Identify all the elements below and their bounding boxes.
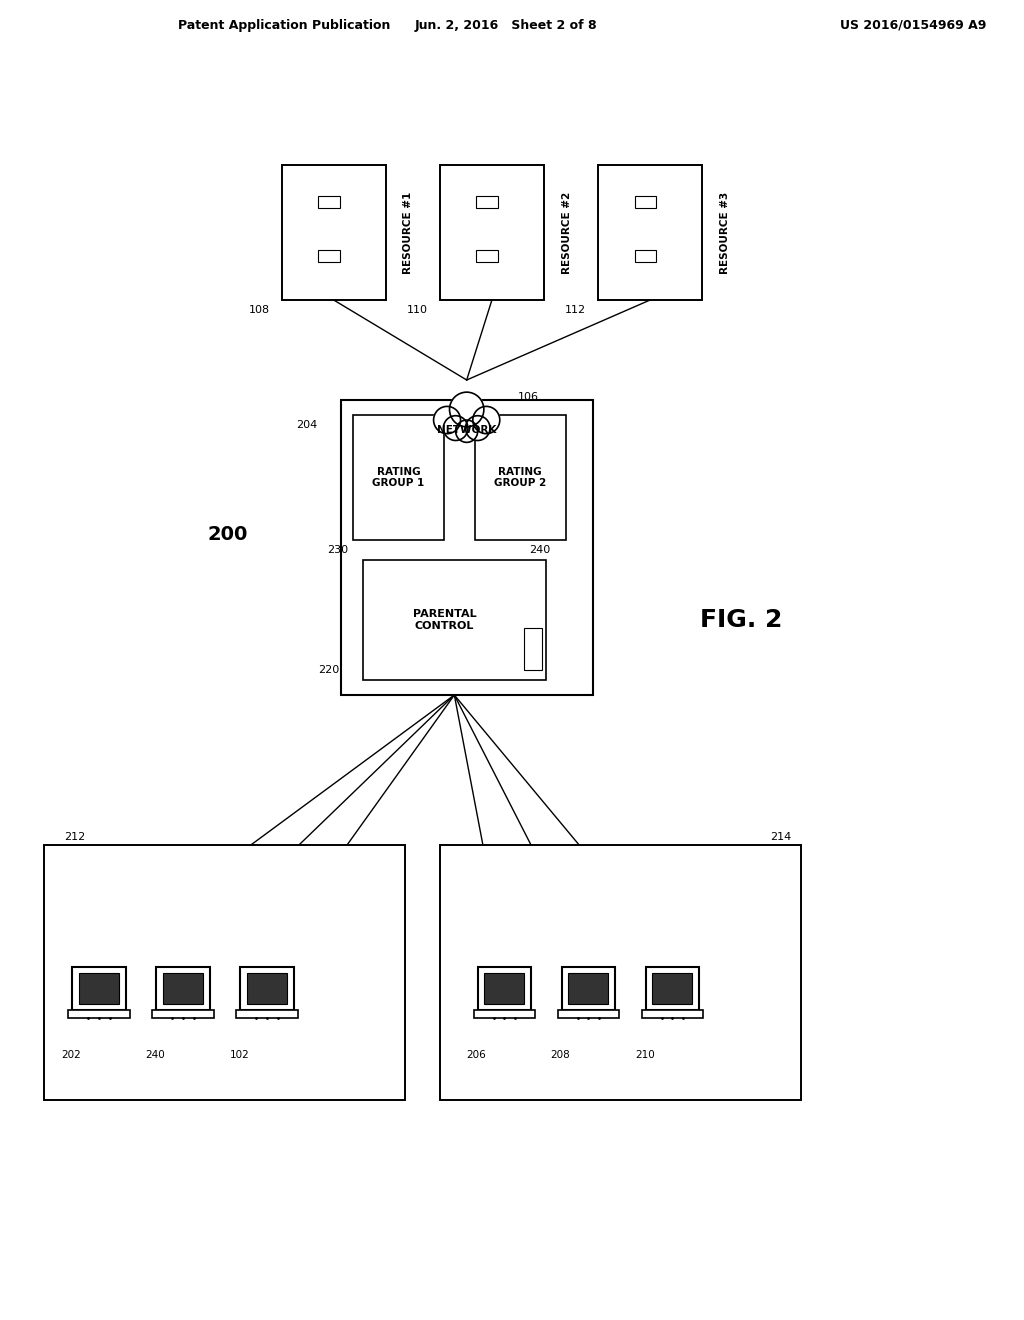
Circle shape [443, 416, 468, 441]
Text: 206: 206 [467, 1049, 486, 1060]
Circle shape [433, 407, 461, 434]
Bar [635, 197, 656, 209]
Bar [79, 973, 119, 1003]
Bar [318, 251, 340, 263]
Bar [473, 1010, 535, 1018]
Text: RESOURCE #2: RESOURCE #2 [561, 191, 571, 273]
Bar [642, 1010, 703, 1018]
Bar [72, 966, 126, 1010]
Text: 202: 202 [61, 1049, 81, 1060]
Text: 214: 214 [770, 832, 791, 842]
Bar [341, 400, 593, 696]
Text: Patent Application Publication: Patent Application Publication [178, 18, 390, 32]
Bar [524, 628, 542, 671]
Text: FIG. 2: FIG. 2 [700, 609, 782, 632]
Text: Jun. 2, 2016   Sheet 2 of 8: Jun. 2, 2016 Sheet 2 of 8 [415, 18, 598, 32]
Bar [247, 973, 287, 1003]
Bar [282, 165, 386, 300]
Bar [635, 251, 656, 263]
Text: RATING
GROUP 2: RATING GROUP 2 [494, 467, 546, 488]
Bar [474, 414, 565, 540]
Text: RATING
GROUP 1: RATING GROUP 1 [373, 467, 425, 488]
Text: 106: 106 [518, 392, 539, 403]
Bar [484, 973, 524, 1003]
Text: 240: 240 [145, 1049, 165, 1060]
Bar [440, 845, 801, 1100]
Text: 200: 200 [207, 525, 248, 544]
Bar [598, 165, 702, 300]
Circle shape [450, 392, 484, 426]
Bar [568, 973, 608, 1003]
Bar [44, 845, 406, 1100]
Text: US 2016/0154969 A9: US 2016/0154969 A9 [841, 18, 987, 32]
Bar [652, 973, 692, 1003]
Bar [476, 251, 498, 263]
Text: 208: 208 [551, 1049, 570, 1060]
Text: 220: 220 [317, 665, 339, 675]
Circle shape [456, 420, 478, 442]
Bar [163, 973, 203, 1003]
Text: 210: 210 [635, 1049, 654, 1060]
Text: 230: 230 [327, 545, 348, 554]
Text: RESOURCE #1: RESOURCE #1 [403, 191, 414, 273]
Bar [318, 197, 340, 209]
Bar [646, 966, 699, 1010]
Text: PARENTAL
CONTROL: PARENTAL CONTROL [413, 610, 476, 631]
Circle shape [466, 416, 489, 441]
Bar [237, 1010, 298, 1018]
Bar [241, 966, 294, 1010]
Bar [69, 1010, 130, 1018]
Circle shape [473, 407, 500, 434]
Bar [157, 966, 210, 1010]
Bar [153, 1010, 214, 1018]
Bar [353, 414, 444, 540]
Bar [362, 560, 546, 680]
Bar [476, 197, 498, 209]
Text: 112: 112 [565, 305, 587, 315]
Text: RESOURCE #3: RESOURCE #3 [720, 191, 730, 273]
Bar [477, 966, 531, 1010]
Text: 212: 212 [65, 832, 86, 842]
Text: 102: 102 [229, 1049, 249, 1060]
Bar [558, 1010, 618, 1018]
Text: NETWORK: NETWORK [437, 425, 497, 436]
Text: 240: 240 [529, 545, 551, 554]
Bar [561, 966, 615, 1010]
Bar [440, 165, 544, 300]
Text: 110: 110 [408, 305, 428, 315]
Text: 108: 108 [249, 305, 270, 315]
Text: 204: 204 [296, 420, 317, 430]
